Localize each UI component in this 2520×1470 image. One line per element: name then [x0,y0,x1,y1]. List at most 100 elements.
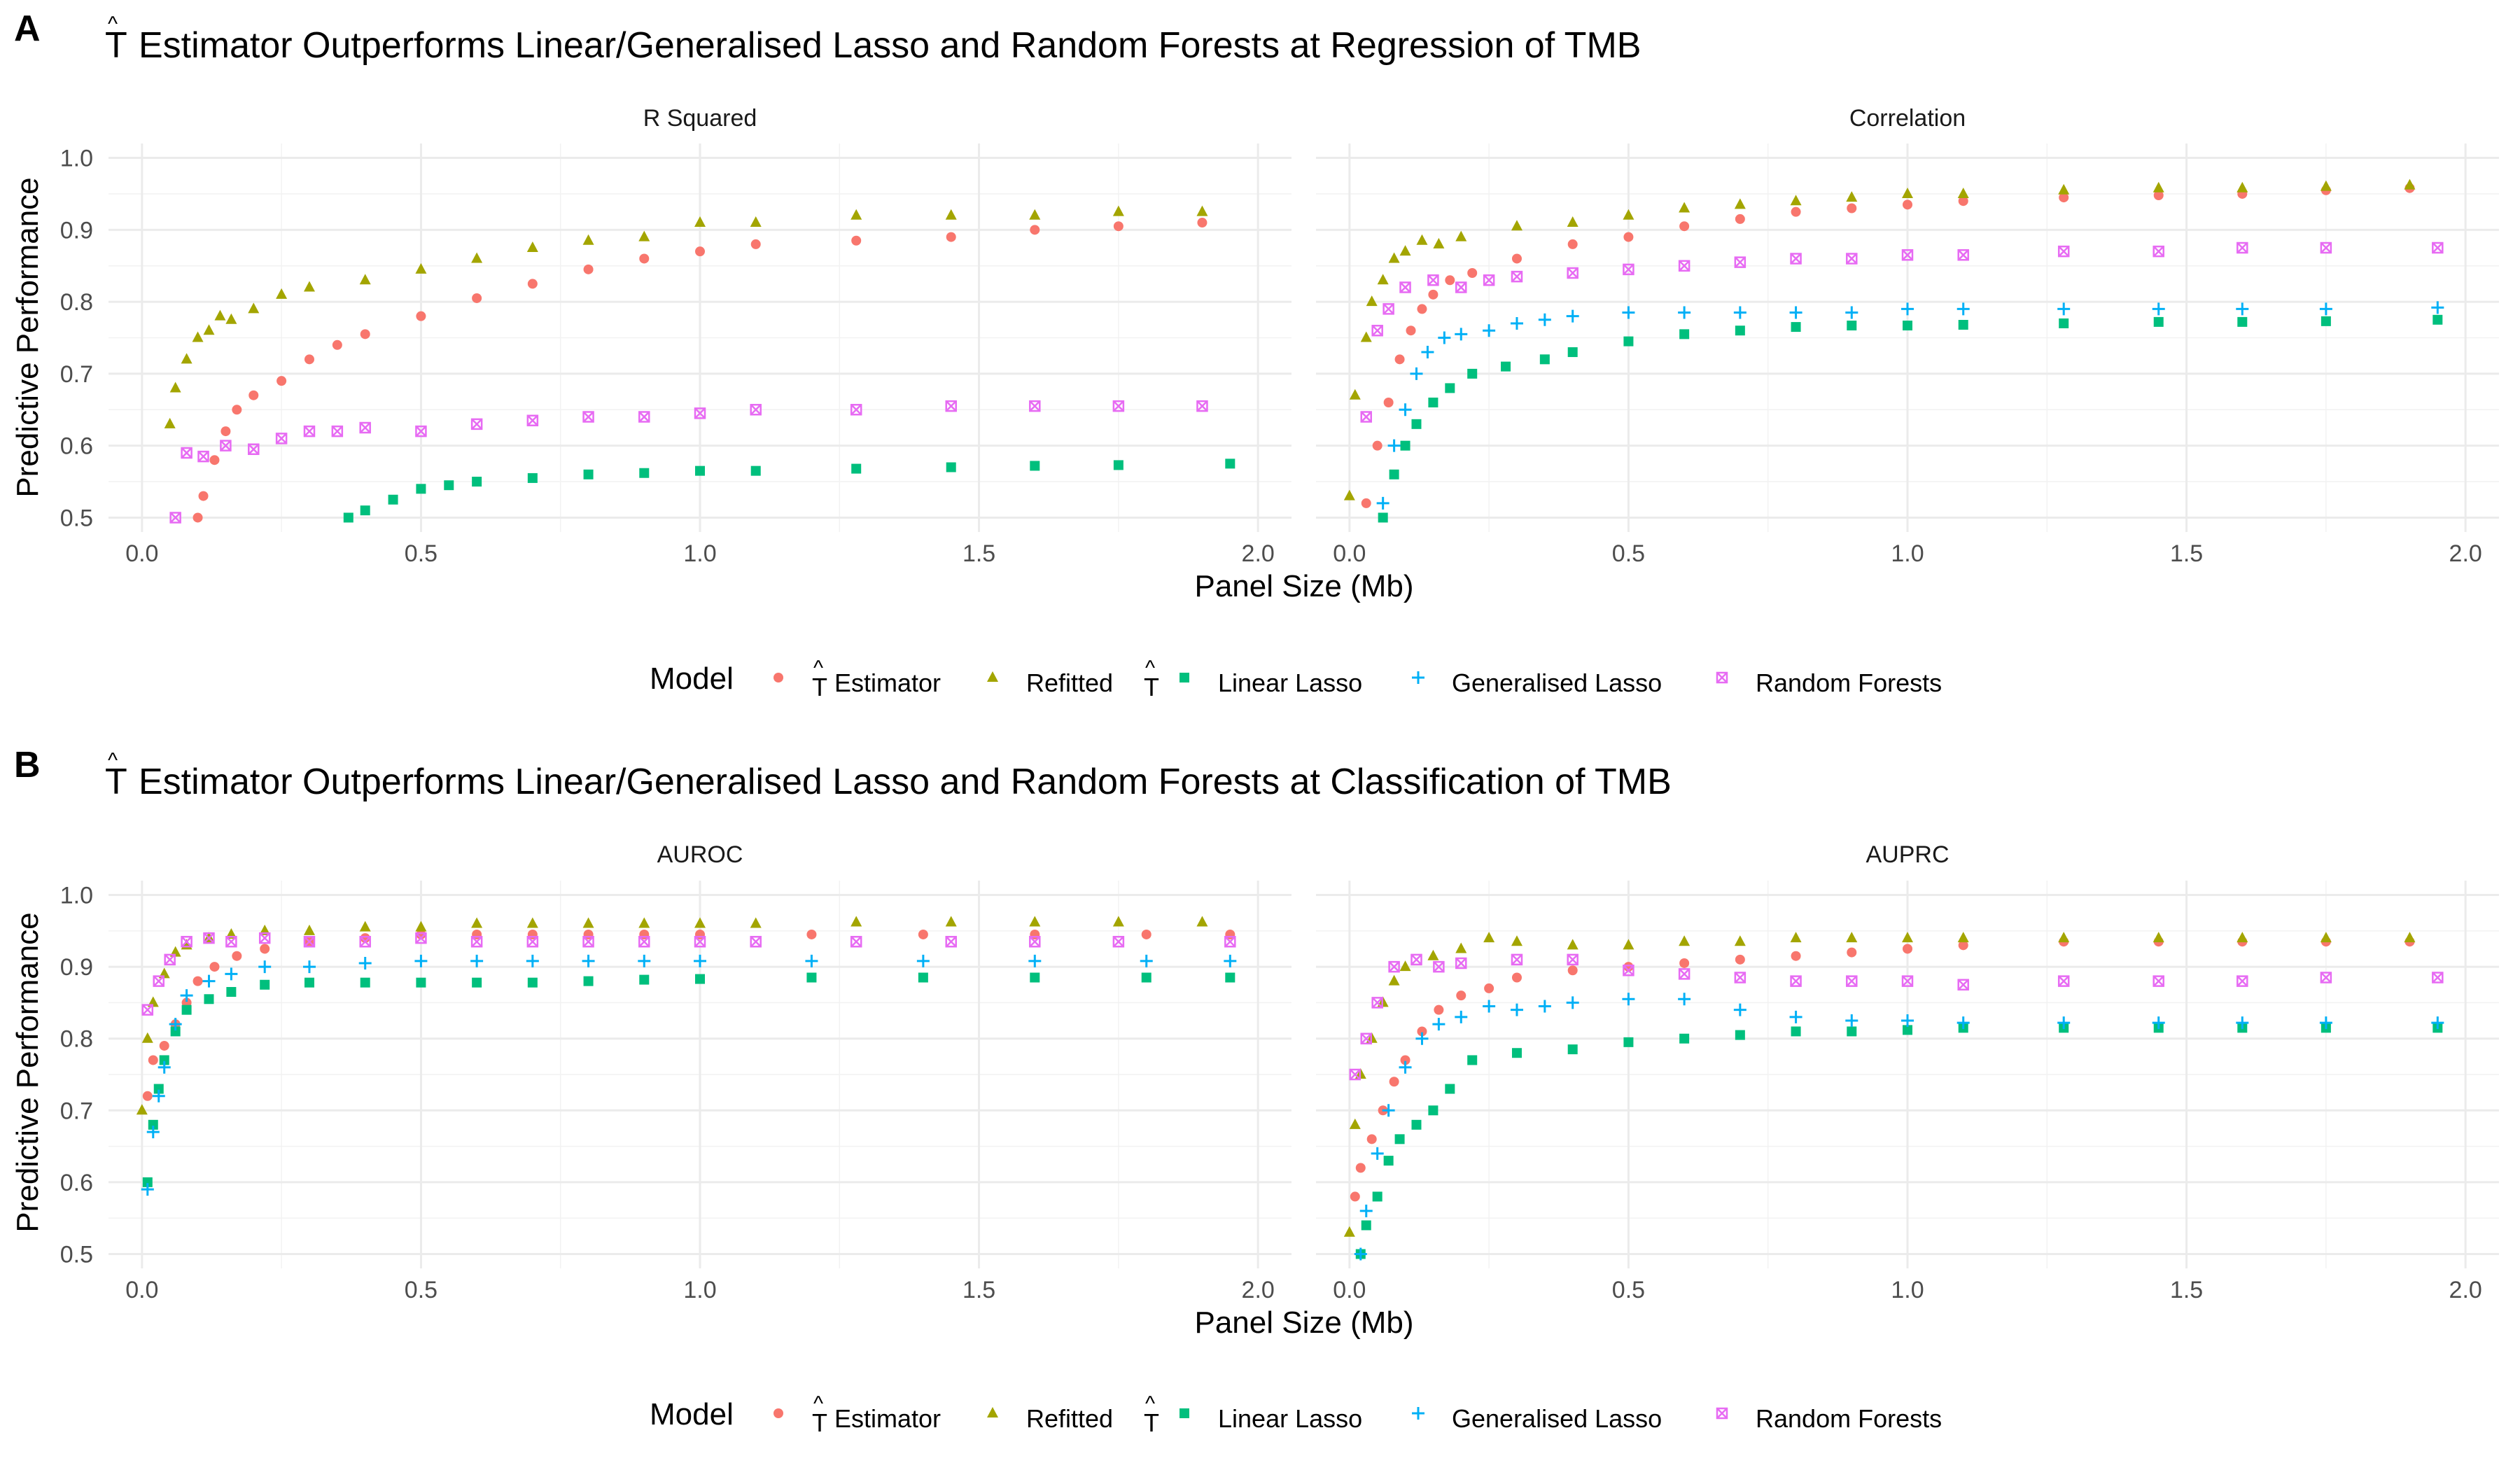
data-point [1678,306,1691,319]
data-point [1958,940,1968,951]
data-point [152,1089,165,1102]
data-point [1389,469,1399,479]
data-point [304,977,314,988]
data-point [1734,198,1746,209]
data-point [181,1004,192,1015]
data-point [1372,1191,1382,1202]
series-triangle [1343,178,2416,500]
data-point [916,954,930,967]
data-point [582,411,594,423]
x-tick-label: 1.5 [962,540,995,567]
data-point [1225,458,1236,469]
data-point [1790,253,1802,265]
data-point [470,418,483,430]
data-point [1623,209,1634,220]
data-point [946,462,956,472]
y-tick-label: 0.7 [60,361,93,388]
data-point [1735,954,1745,965]
data-point [1394,354,1405,365]
data-point [1957,932,1969,943]
data-point [694,954,706,967]
data-point [209,455,220,465]
data-point [1467,268,1478,278]
data-point [303,425,316,438]
data-point [1790,932,1802,943]
data-point [2236,975,2248,987]
data-point [1622,306,1635,319]
data-point [1957,979,1969,991]
x-tick-label: 0.5 [1612,1277,1645,1303]
data-point [1141,929,1152,939]
data-point [1679,1033,1690,1044]
legend-label: Linear Lasso [1218,668,1362,697]
data-point [2057,245,2070,258]
data-point [1791,951,1801,961]
data-point [1410,953,1422,966]
x-tick-label: 1.5 [2170,1277,2203,1303]
legend-label: Refitted [1026,668,1113,697]
legend-title: Model [650,662,734,696]
data-point [1196,400,1208,412]
data-point [148,1055,158,1065]
data-point [945,935,957,948]
data-point [359,274,371,285]
data-point [639,253,650,264]
y-tick-label: 0.7 [60,1098,93,1124]
data-point [1378,512,1388,523]
data-point [1483,274,1495,286]
data-point [1428,398,1438,407]
data-point [2431,301,2444,314]
data-point [750,404,762,416]
x-tick-label: 0.0 [125,1277,158,1303]
data-point [1623,962,1634,972]
data-point [750,216,762,227]
data-point [1455,957,1467,969]
data-point [1623,964,1634,976]
data-point [806,972,817,983]
data-point [260,979,270,990]
data-point [232,951,242,961]
x-tick-label: 0.5 [1612,540,1645,567]
data-point [1030,461,1040,471]
y-tick-label: 0.5 [60,505,93,531]
data-point [1791,1026,1801,1037]
data-point [2057,302,2071,316]
data-point [850,404,862,416]
data-point [1511,270,1523,283]
data-point [304,354,314,365]
data-point [1028,954,1042,967]
data-point [214,309,226,321]
data-point [141,1004,154,1016]
data-point [582,954,595,967]
data-point [472,477,482,487]
panel-b-label: B [14,745,41,785]
y-tick-label: 0.9 [60,954,93,981]
data-point [526,241,538,253]
data-point [248,443,260,456]
data-point [204,994,214,1004]
data-point [1421,346,1434,359]
x-tick-label: 2.0 [2449,1277,2482,1303]
data-point [1196,916,1208,927]
plot-auprc: AUPRC 0.0 0.5 1.0 1.5 2.0 [1316,841,2499,1303]
data-point [1366,295,1378,307]
data-point [1411,419,1422,429]
data-point [1847,947,1857,958]
legend-key [987,671,998,682]
data-point [1623,1037,1634,1047]
data-point [1791,322,1801,332]
data-point [358,956,372,969]
data-point [694,216,706,227]
data-point [638,935,650,948]
data-point [141,1183,154,1196]
data-point [1360,411,1372,423]
data-point [1623,263,1634,276]
data-point [220,440,232,451]
data-point [1901,975,1914,987]
data-point [2236,241,2248,254]
data-point [303,924,315,935]
data-point [1141,972,1152,983]
series-circle [1350,937,2415,1202]
data-point [582,917,594,928]
data-point [583,976,594,986]
